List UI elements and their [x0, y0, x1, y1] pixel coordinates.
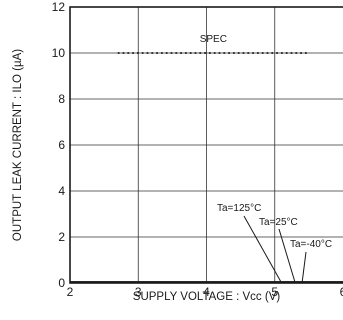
x-axis-label: SUPPLY VOLTAGE : Vcc (V)	[133, 291, 281, 303]
y-tick-label: 4	[58, 184, 65, 198]
annotation-leader	[301, 251, 307, 284]
x-tick-label: 5	[271, 285, 278, 299]
annotation-leader	[243, 215, 283, 284]
x-tick-label: 3	[135, 285, 142, 299]
annotation-label: Ta=-40°C	[290, 239, 332, 250]
y-tick-labels: 0 2 4 6 8 10 12	[52, 0, 66, 290]
annotation-label: Ta=25°C	[259, 217, 298, 228]
annotation-leader	[278, 228, 296, 284]
x-tick-labels: 2 3 4 5 6	[67, 285, 343, 299]
y-tick-label: 6	[58, 138, 65, 152]
y-tick-label: 10	[52, 46, 66, 60]
x-tick-label: 4	[203, 285, 210, 299]
x-tick-label: 6	[340, 285, 343, 299]
annotation-label: Ta=125°C	[217, 203, 261, 214]
x-tick-label: 2	[67, 285, 74, 299]
grid	[70, 7, 343, 283]
y-tick-label: 12	[52, 0, 66, 14]
y-tick-label: 0	[58, 276, 65, 290]
y-axis-label: OUTPUT LEAK CURRENT : ILO (µA)	[12, 49, 24, 241]
spec-label: SPEC	[200, 34, 227, 45]
spec-line-group: SPEC	[117, 34, 309, 54]
annotations: Ta=125°C Ta=25°C Ta=-40°C	[217, 203, 332, 284]
y-tick-label: 8	[58, 92, 65, 106]
plot-frame	[69, 6, 343, 284]
y-tick-label: 2	[58, 230, 65, 244]
